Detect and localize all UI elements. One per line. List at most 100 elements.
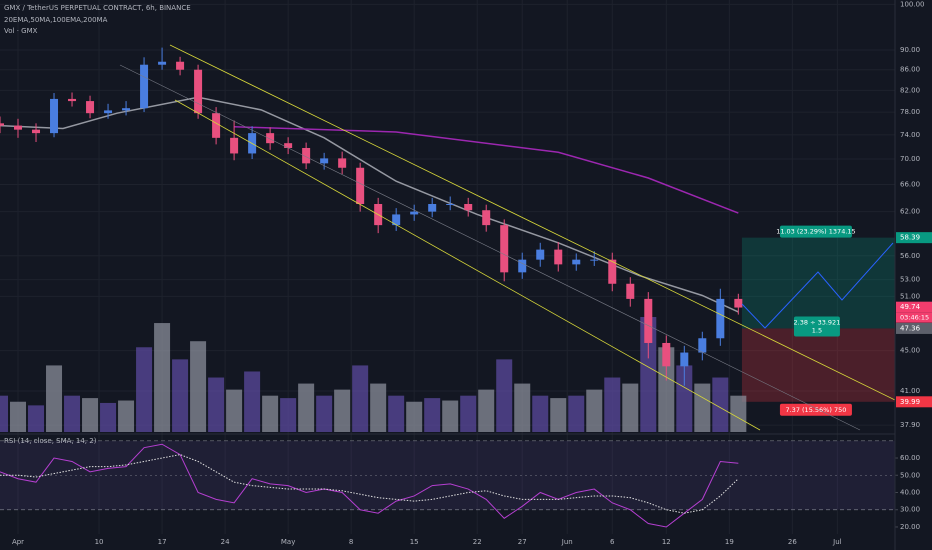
volume-bar <box>118 400 135 432</box>
volume-bar <box>208 377 225 432</box>
y-tick-label: 51.00 <box>900 292 920 300</box>
y-tick-label: 41.00 <box>900 387 920 395</box>
indicators: 20EMA,50MA,100EMA,200MA <box>4 16 108 24</box>
candle-body <box>50 98 59 134</box>
candle-body <box>608 259 617 284</box>
volume-bar <box>352 365 369 432</box>
x-tick-label: Jul <box>832 538 842 546</box>
candle-body <box>410 211 419 215</box>
candle-body <box>482 210 491 226</box>
candle-body <box>518 259 527 273</box>
candle-body <box>392 214 401 226</box>
volume-bar <box>514 383 531 432</box>
candle-body <box>122 108 131 111</box>
volume-bar <box>460 395 477 432</box>
candle-body <box>644 298 653 343</box>
stop-zone <box>741 328 895 402</box>
volume-bar <box>586 389 603 432</box>
y-tick-label: 45.00 <box>900 347 920 355</box>
candle-body <box>0 123 4 126</box>
volume-bar <box>532 395 549 432</box>
volume-bar <box>622 383 639 432</box>
price-tag-label: 49.74 <box>900 303 921 311</box>
y-tick-label: 37.90 <box>900 421 920 429</box>
y-tick-label: 74.00 <box>900 131 920 139</box>
y-tick-label: 90.00 <box>900 46 920 54</box>
candle-body <box>212 113 221 138</box>
rsi-line <box>0 454 739 514</box>
volume-bar <box>262 395 279 432</box>
x-tick-label: Apr <box>12 538 24 546</box>
volume-bar <box>28 405 45 432</box>
candle-body <box>104 110 113 114</box>
price-tag <box>896 232 932 244</box>
volume-bar <box>406 401 423 432</box>
position-label: 1.5 <box>812 326 822 334</box>
candle-body <box>680 352 689 367</box>
volume-label: Vol · GMX <box>4 27 38 35</box>
volume-bar <box>64 395 81 432</box>
volume-bar <box>730 395 747 432</box>
x-tick-label: 12 <box>662 538 671 546</box>
candle-body <box>176 61 185 70</box>
y-tick-label: 70.00 <box>900 155 920 163</box>
price-tag <box>896 301 932 313</box>
candle-body <box>554 249 563 265</box>
price-tag-label: 47.36 <box>900 324 921 332</box>
candle-body <box>86 101 95 114</box>
candle-body <box>194 69 203 114</box>
countdown-bg <box>896 312 932 323</box>
y-tick-label: 56.00 <box>900 252 920 260</box>
x-tick-label: 15 <box>410 538 419 546</box>
x-tick-label: 10 <box>95 538 104 546</box>
volume-bar <box>154 323 171 432</box>
volume-bar <box>370 383 387 432</box>
volume-bar <box>712 377 729 432</box>
volume-bar <box>694 383 711 432</box>
price-tag <box>896 322 932 334</box>
position-label: 7.37 (15.56%) 750 <box>785 406 846 414</box>
y-tick-label: 20.00 <box>900 523 920 531</box>
candle-body <box>302 147 311 164</box>
channel-upper <box>169 44 896 401</box>
volume-bar <box>316 395 333 432</box>
candle-body <box>158 61 167 65</box>
volume-bar <box>100 402 117 432</box>
volume-bar <box>226 389 243 432</box>
volume-bar <box>136 347 153 432</box>
candle-body <box>500 225 509 273</box>
projection-path <box>741 242 894 329</box>
y-tick-label: 53.00 <box>900 276 920 284</box>
volume-bar <box>604 377 621 432</box>
y-tick-label: 60.00 <box>900 454 920 462</box>
volume-bar <box>280 398 297 432</box>
price-tag <box>896 396 932 408</box>
candle-body <box>662 342 671 367</box>
x-tick-label: 24 <box>221 538 230 546</box>
rsi-line <box>0 443 739 528</box>
candle-body <box>626 283 635 299</box>
volume-bar <box>334 389 351 432</box>
candle-body <box>716 298 725 339</box>
channel-lower <box>174 99 761 431</box>
y-tick-label: 30.00 <box>900 506 920 514</box>
candle-body <box>140 64 149 109</box>
x-tick-label: 22 <box>473 538 482 546</box>
price-tag-label: 58.39 <box>900 234 920 242</box>
y-tick-label: 50.00 <box>900 471 920 479</box>
candle-body <box>284 143 293 148</box>
y-tick-label: 100.00 <box>900 0 925 8</box>
candle-body <box>32 129 41 134</box>
chart-title: GMX / TetherUS PERPETUAL CONTRACT, 6h, B… <box>4 4 191 12</box>
volume-bar <box>658 347 675 432</box>
candle-body <box>572 259 581 265</box>
position-label-bg <box>779 225 852 238</box>
candle-body <box>734 298 743 308</box>
volume-bar <box>424 398 441 432</box>
volume-bar <box>478 389 495 432</box>
x-tick-label: 19 <box>725 538 734 546</box>
volume-bar <box>388 395 405 432</box>
